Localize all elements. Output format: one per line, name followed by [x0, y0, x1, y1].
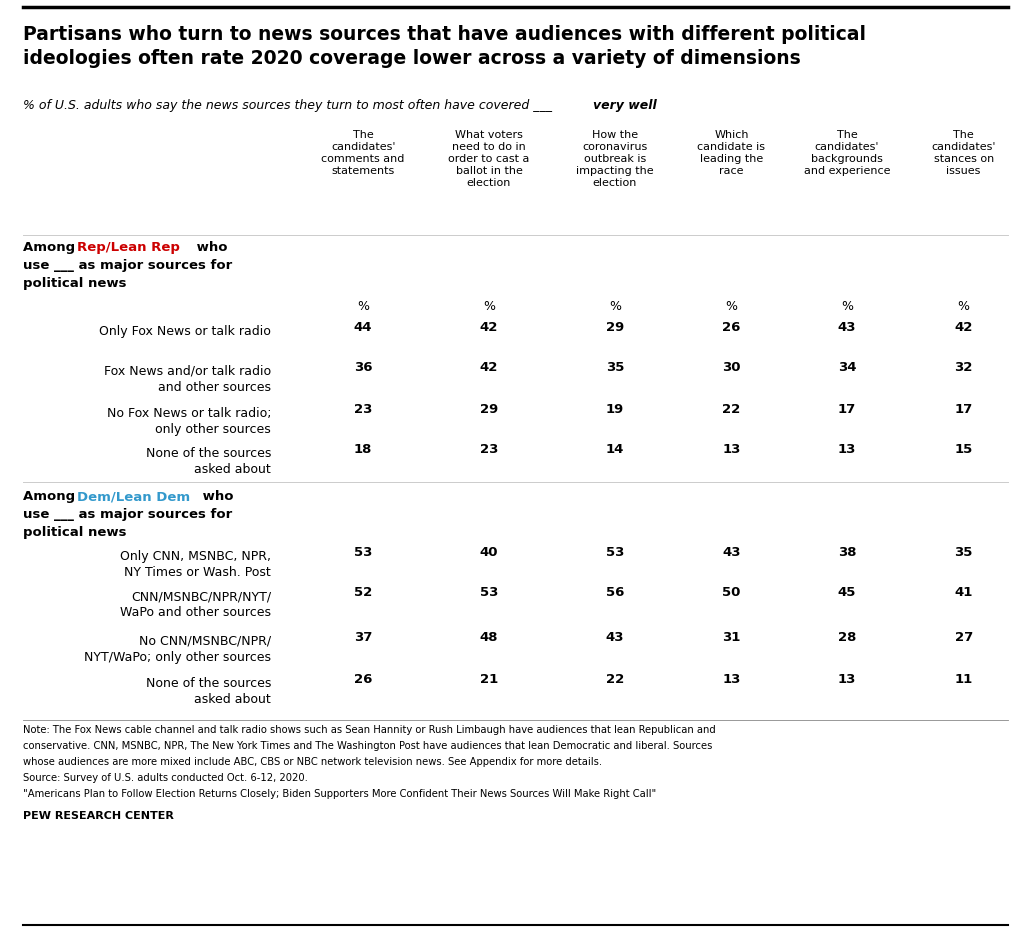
Text: No CNN/MSNBC/NPR/
NYT/WaPo; only other sources: No CNN/MSNBC/NPR/ NYT/WaPo; only other s…: [84, 635, 271, 664]
Text: 13: 13: [722, 443, 741, 456]
Text: Fox News and/or talk radio
and other sources: Fox News and/or talk radio and other sou…: [104, 365, 271, 394]
Text: %: %: [725, 300, 738, 313]
Text: %: %: [483, 300, 495, 313]
Text: 15: 15: [954, 443, 973, 456]
Text: Note: The Fox News cable channel and talk radio shows such as Sean Hannity or Ru: Note: The Fox News cable channel and tal…: [23, 725, 715, 735]
Text: None of the sources
asked about: None of the sources asked about: [145, 447, 271, 476]
Text: 31: 31: [722, 631, 741, 644]
Text: 22: 22: [722, 403, 741, 416]
Text: 45: 45: [838, 586, 856, 599]
Text: 26: 26: [722, 321, 741, 334]
Text: Which
candidate is
leading the
race: Which candidate is leading the race: [698, 130, 765, 176]
Text: 48: 48: [480, 631, 498, 644]
Text: Rep/Lean Rep: Rep/Lean Rep: [77, 241, 180, 254]
Text: 44: 44: [354, 321, 372, 334]
Text: 17: 17: [838, 403, 856, 416]
Text: % of U.S. adults who say the news sources they turn to most often have covered _: % of U.S. adults who say the news source…: [23, 99, 555, 112]
Text: Dem/Lean Dem: Dem/Lean Dem: [77, 490, 190, 503]
Text: Source: Survey of U.S. adults conducted Oct. 6-12, 2020.: Source: Survey of U.S. adults conducted …: [23, 773, 307, 783]
Text: Among: Among: [23, 241, 79, 254]
Text: 19: 19: [606, 403, 624, 416]
Text: 53: 53: [480, 586, 498, 599]
Text: 42: 42: [954, 321, 973, 334]
Text: PEW RESEARCH CENTER: PEW RESEARCH CENTER: [23, 811, 173, 821]
Text: "Americans Plan to Follow Election Returns Closely; Biden Supporters More Confid: "Americans Plan to Follow Election Retur…: [23, 789, 656, 799]
Text: 50: 50: [722, 586, 741, 599]
Text: 32: 32: [954, 361, 973, 374]
Text: Only CNN, MSNBC, NPR,
NY Times or Wash. Post: Only CNN, MSNBC, NPR, NY Times or Wash. …: [120, 550, 271, 579]
Text: 36: 36: [354, 361, 372, 374]
Text: %: %: [841, 300, 853, 313]
Text: 53: 53: [354, 546, 372, 559]
Text: 53: 53: [606, 546, 624, 559]
Text: The
candidates'
comments and
statements: The candidates' comments and statements: [321, 130, 405, 176]
Text: political news: political news: [23, 526, 126, 539]
Text: whose audiences are more mixed include ABC, CBS or NBC network television news. : whose audiences are more mixed include A…: [23, 757, 602, 767]
Text: 17: 17: [954, 403, 973, 416]
Text: 23: 23: [480, 443, 498, 456]
Text: 43: 43: [722, 546, 741, 559]
Text: CNN/MSNBC/NPR/NYT/
WaPo and other sources: CNN/MSNBC/NPR/NYT/ WaPo and other source…: [120, 590, 271, 619]
Text: No Fox News or talk radio;
only other sources: No Fox News or talk radio; only other so…: [106, 407, 271, 436]
Text: 11: 11: [954, 673, 973, 686]
Text: 38: 38: [838, 546, 856, 559]
Text: 52: 52: [354, 586, 372, 599]
Text: 13: 13: [722, 673, 741, 686]
Text: 14: 14: [606, 443, 624, 456]
Text: 30: 30: [722, 361, 741, 374]
Text: 34: 34: [838, 361, 856, 374]
Text: 42: 42: [480, 361, 498, 374]
Text: Partisans who turn to news sources that have audiences with different political
: Partisans who turn to news sources that …: [23, 25, 865, 67]
Text: Among: Among: [23, 490, 79, 503]
Text: 18: 18: [354, 443, 372, 456]
Text: The
candidates'
stances on
issues: The candidates' stances on issues: [931, 130, 996, 176]
Text: who: who: [198, 490, 234, 503]
Text: 56: 56: [606, 586, 624, 599]
Text: 43: 43: [606, 631, 624, 644]
Text: %: %: [609, 300, 621, 313]
Text: 27: 27: [954, 631, 973, 644]
Text: 37: 37: [354, 631, 372, 644]
Text: 29: 29: [480, 403, 498, 416]
Text: 28: 28: [838, 631, 856, 644]
Text: conservative. CNN, MSNBC, NPR, The New York Times and The Washington Post have a: conservative. CNN, MSNBC, NPR, The New Y…: [23, 741, 712, 751]
Text: None of the sources
asked about: None of the sources asked about: [145, 677, 271, 706]
Text: 13: 13: [838, 443, 856, 456]
Text: What voters
need to do in
order to cast a
ballot in the
election: What voters need to do in order to cast …: [448, 130, 530, 188]
Text: use ___ as major sources for: use ___ as major sources for: [23, 508, 232, 521]
Text: very well: very well: [593, 99, 657, 112]
Text: 29: 29: [606, 321, 624, 334]
Text: 41: 41: [954, 586, 973, 599]
Text: %: %: [357, 300, 369, 313]
Text: 21: 21: [480, 673, 498, 686]
Text: who: who: [192, 241, 228, 254]
Text: 23: 23: [354, 403, 372, 416]
Text: use ___ as major sources for: use ___ as major sources for: [23, 259, 232, 272]
Text: 22: 22: [606, 673, 624, 686]
Text: 43: 43: [838, 321, 856, 334]
Text: %: %: [958, 300, 970, 313]
Text: 35: 35: [606, 361, 624, 374]
Text: 35: 35: [954, 546, 973, 559]
Text: 42: 42: [480, 321, 498, 334]
Text: political news: political news: [23, 277, 126, 290]
Text: Only Fox News or talk radio: Only Fox News or talk radio: [99, 325, 271, 338]
Text: 26: 26: [354, 673, 372, 686]
Text: 40: 40: [480, 546, 498, 559]
Text: The
candidates'
backgrounds
and experience: The candidates' backgrounds and experien…: [804, 130, 890, 176]
Text: 13: 13: [838, 673, 856, 686]
Text: How the
coronavirus
outbreak is
impacting the
election: How the coronavirus outbreak is impactin…: [576, 130, 654, 188]
